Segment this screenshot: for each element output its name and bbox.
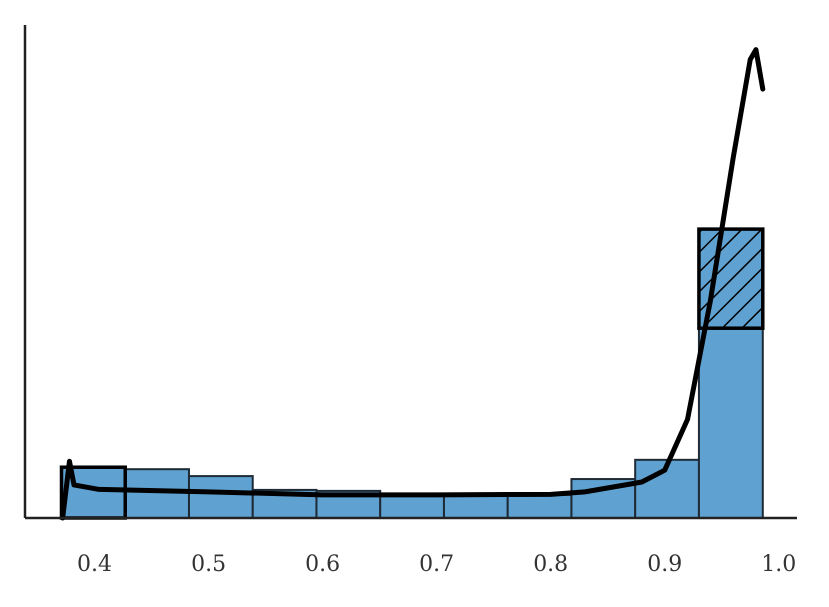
x-tick-label: 0.9 [647,552,682,577]
bar [506,493,573,520]
bar [442,493,509,520]
density-curve [60,47,766,521]
x-tick-label: 0.4 [77,552,112,577]
x-tick-label: 0.5 [191,552,226,577]
bar [187,475,254,519]
x-tick-label: 1.0 [761,552,796,577]
x-tick-label: 0.6 [305,552,340,577]
bar [379,493,445,520]
x-tick-label: 0.7 [419,552,454,577]
x-tick-label: 0.8 [533,552,568,577]
